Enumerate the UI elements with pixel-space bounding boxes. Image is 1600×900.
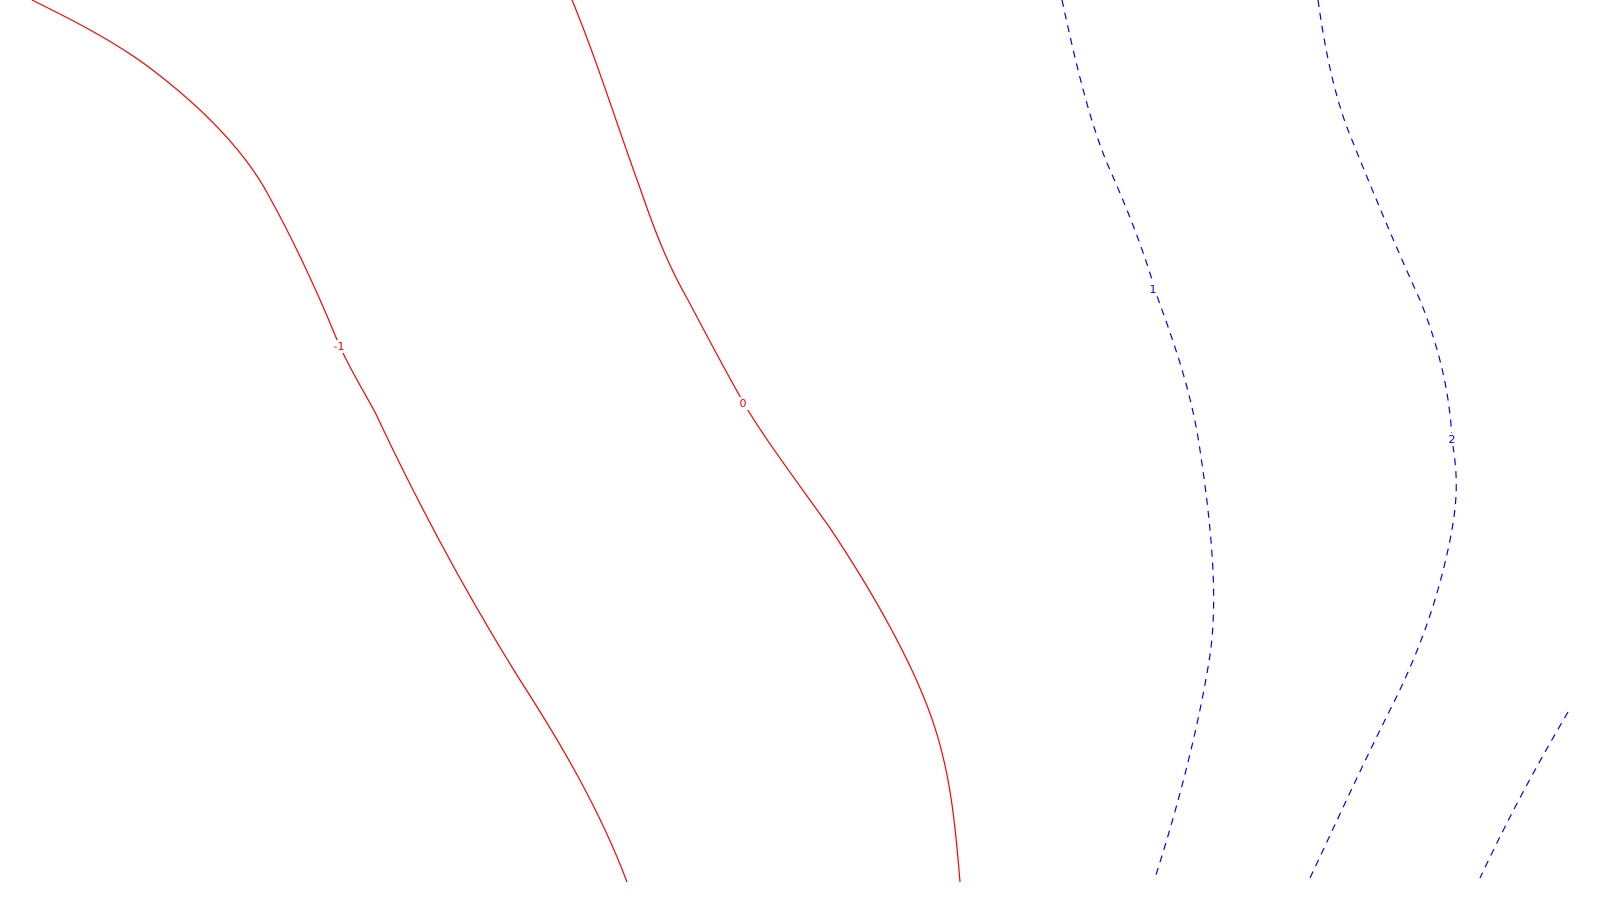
contour-line-level-3 xyxy=(1479,711,1569,879)
contour-label-level-1: 1 xyxy=(1150,283,1157,296)
contour-label-level-2: 2 xyxy=(1449,433,1456,446)
contour-label-bg xyxy=(1146,283,1160,296)
contour-label-level-0: 0 xyxy=(740,397,747,410)
contour-label-bg xyxy=(332,340,346,353)
contour-label-bg xyxy=(736,397,750,410)
contour-line-level-2 xyxy=(1309,0,1457,879)
contour-label-bg xyxy=(1445,433,1459,446)
contour-labels: -1 0 1 2 xyxy=(332,283,1459,446)
contour-line-level-1 xyxy=(1061,0,1215,879)
contour-label-level-minus-1: -1 xyxy=(334,340,345,353)
